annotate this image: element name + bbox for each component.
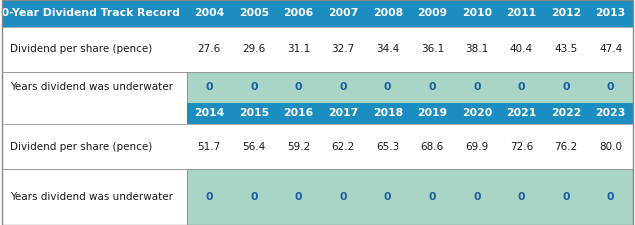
Text: Years dividend was underwater: Years dividend was underwater	[10, 83, 173, 92]
Text: 0: 0	[429, 192, 436, 202]
Text: 0: 0	[518, 192, 525, 202]
Bar	[2, 27, 633, 72]
Text: 2004: 2004	[194, 9, 224, 18]
Text: 2013: 2013	[596, 9, 626, 18]
Text: 0: 0	[473, 192, 481, 202]
Text: 2012: 2012	[551, 9, 581, 18]
Text: 2014: 2014	[194, 108, 224, 119]
Bar	[2, 103, 187, 124]
Text: 65.3: 65.3	[376, 142, 399, 151]
Text: Dividend per share (pence): Dividend per share (pence)	[10, 45, 152, 54]
Text: 34.4: 34.4	[376, 45, 399, 54]
Text: 0: 0	[206, 83, 213, 92]
Text: 43.5: 43.5	[554, 45, 578, 54]
Text: 2019: 2019	[417, 108, 448, 119]
Text: 2011: 2011	[507, 9, 537, 18]
Text: 69.9: 69.9	[465, 142, 488, 151]
Text: 2007: 2007	[328, 9, 358, 18]
Text: 0: 0	[607, 192, 615, 202]
Text: Dividend per share (pence): Dividend per share (pence)	[10, 142, 152, 151]
Bar	[2, 169, 187, 225]
Text: 0: 0	[384, 83, 391, 92]
Text: 0: 0	[563, 192, 570, 202]
Text: 76.2: 76.2	[554, 142, 578, 151]
Text: Years dividend was underwater: Years dividend was underwater	[10, 192, 173, 202]
Text: 20-Year Dividend Track Record: 20-Year Dividend Track Record	[0, 9, 180, 18]
Text: 27.6: 27.6	[197, 45, 221, 54]
Text: 0: 0	[339, 83, 347, 92]
Text: 40.4: 40.4	[510, 45, 533, 54]
Text: 38.1: 38.1	[465, 45, 488, 54]
Text: 0: 0	[250, 192, 258, 202]
Text: 0: 0	[295, 192, 302, 202]
Text: 2006: 2006	[283, 9, 314, 18]
Text: 32.7: 32.7	[331, 45, 355, 54]
Text: 62.2: 62.2	[331, 142, 355, 151]
Text: 0: 0	[339, 192, 347, 202]
Text: 72.6: 72.6	[510, 142, 533, 151]
Text: 2015: 2015	[239, 108, 269, 119]
Text: 80.0: 80.0	[599, 142, 622, 151]
Text: 0: 0	[206, 192, 213, 202]
Text: 2008: 2008	[373, 9, 403, 18]
Text: 2016: 2016	[283, 108, 314, 119]
Bar	[2, 124, 633, 169]
Text: 2017: 2017	[328, 108, 358, 119]
Text: 2010: 2010	[462, 9, 492, 18]
Text: 2020: 2020	[462, 108, 492, 119]
Bar	[2, 72, 187, 103]
Text: 56.4: 56.4	[243, 142, 265, 151]
Text: 0: 0	[250, 83, 258, 92]
Text: 47.4: 47.4	[599, 45, 622, 54]
Text: 2021: 2021	[506, 108, 537, 119]
Text: 2022: 2022	[551, 108, 581, 119]
Text: 2023: 2023	[596, 108, 626, 119]
Text: 2018: 2018	[373, 108, 403, 119]
Text: 0: 0	[563, 83, 570, 92]
Text: 2005: 2005	[239, 9, 269, 18]
Text: 0: 0	[518, 83, 525, 92]
Text: 0: 0	[473, 83, 481, 92]
Text: 31.1: 31.1	[287, 45, 310, 54]
Text: 36.1: 36.1	[420, 45, 444, 54]
Text: 59.2: 59.2	[287, 142, 310, 151]
Text: 0: 0	[295, 83, 302, 92]
Text: 0: 0	[607, 83, 615, 92]
Text: 51.7: 51.7	[197, 142, 221, 151]
Text: 2009: 2009	[417, 9, 448, 18]
Text: 68.6: 68.6	[420, 142, 444, 151]
Bar	[187, 103, 633, 124]
Bar	[2, 0, 633, 27]
Text: 29.6: 29.6	[243, 45, 265, 54]
Text: 0: 0	[429, 83, 436, 92]
Bar	[187, 72, 633, 103]
Text: 0: 0	[384, 192, 391, 202]
Bar	[187, 169, 633, 225]
